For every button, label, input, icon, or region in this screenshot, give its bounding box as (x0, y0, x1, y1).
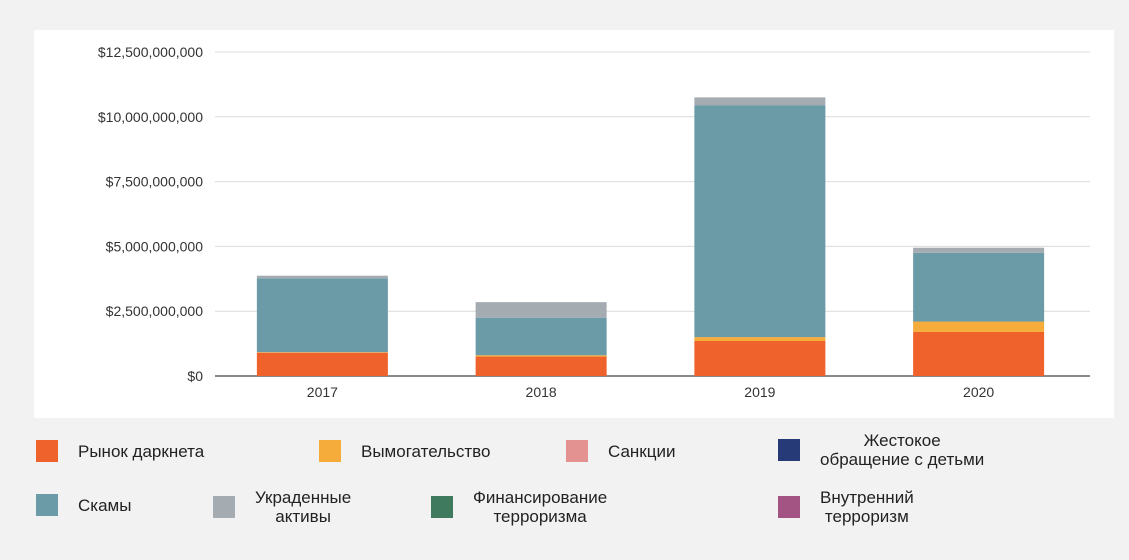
y-tick-label: $5,000,000,000 (106, 238, 204, 254)
bars (256, 97, 1045, 376)
bar-segment (913, 331, 1045, 376)
y-tick-label: $10,000,000,000 (98, 109, 203, 125)
y-tick-label: $12,500,000,000 (98, 44, 203, 60)
y-tick-label: $7,500,000,000 (106, 174, 204, 190)
bar-segment (694, 105, 826, 338)
bar-segment (694, 341, 826, 376)
x-axis-ticks: 2017 2018 2019 2020 (307, 384, 995, 400)
bar-segment (694, 337, 826, 342)
y-axis-ticks: $0 $2,500,000,000 $5,000,000,000 $7,500,000… (98, 44, 203, 384)
bar-segment (913, 247, 1045, 253)
x-tick-label: 2019 (744, 384, 775, 400)
bar-segment (694, 97, 826, 106)
bar-segment (256, 278, 388, 353)
x-tick-label: 2017 (307, 384, 338, 400)
bar-segment (913, 321, 1045, 332)
bar-segment (256, 352, 388, 353)
bar-segment (475, 355, 607, 357)
bar-segment (475, 302, 607, 318)
bar-segment (256, 275, 388, 279)
bar-segment (475, 356, 607, 376)
y-tick-label: $2,500,000,000 (106, 303, 204, 319)
bar-segment (913, 252, 1045, 322)
bar-segment (475, 317, 607, 356)
x-tick-label: 2020 (963, 384, 994, 400)
x-tick-label: 2018 (526, 384, 557, 400)
y-tick-label: $0 (187, 368, 203, 384)
bar-segment (256, 352, 388, 376)
